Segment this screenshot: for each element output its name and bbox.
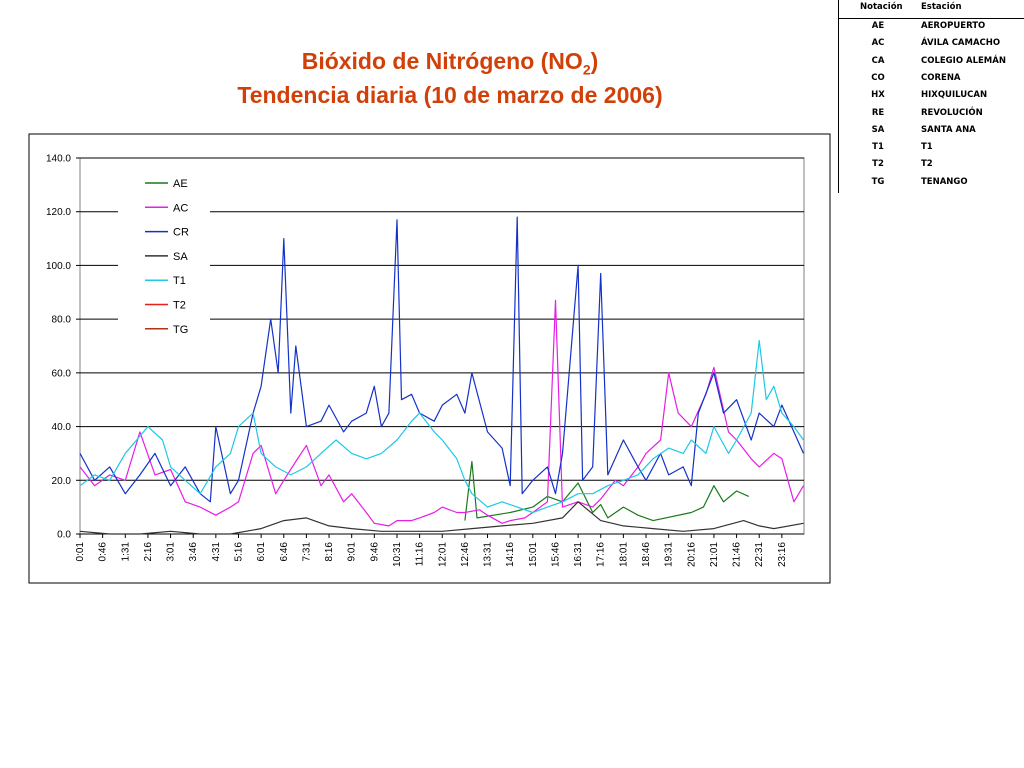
table-header-notation: Notación [860,2,903,12]
table-row: AC ÁVILA CAMACHO [838,38,1024,55]
series-line-sa [79,501,804,535]
x-tick-label: 10:31 [392,542,403,567]
station-name: AEROPUERTO [921,21,986,31]
x-tick-label: 3:01 [166,542,177,562]
y-tick-label: 140.0 [46,154,71,165]
station-code: T1 [872,142,884,153]
station-name: T2 [921,159,933,170]
x-tick-label: 17:16 [596,542,607,567]
station-code: SA [871,124,885,135]
x-tick-label: 15:46 [550,542,561,567]
legend-label-t2: T2 [173,300,186,312]
x-tick-label: 9:01 [347,542,358,562]
y-tick-label: 60.0 [52,368,72,379]
station-name: T1 [921,142,933,153]
x-tick-label: 0:46 [98,542,109,562]
station-name: TENANGO [921,176,968,187]
legend-box [118,172,210,343]
legend-label-cr: CR [173,227,189,239]
legend-label-sa: SA [173,251,188,263]
x-tick-label: 8:16 [324,542,335,562]
station-name: COLEGIO ALEMÁN [921,55,1006,66]
y-tick-label: 120.0 [46,207,71,218]
y-tick-label: 20.0 [52,476,72,487]
x-tick-label: 12:01 [437,542,448,567]
x-tick-label: 20:16 [686,542,697,567]
station-code: CA [871,55,885,66]
series-line-t1 [79,340,804,514]
station-name: HIXQUILUCAN [921,90,988,101]
table-row: AE AEROPUERTO [838,21,1024,38]
table-row: HX HIXQUILUCAN [838,90,1024,107]
x-tick-label: 19:31 [664,542,675,567]
series-line-ac [79,299,805,527]
table-row: T2 T2 [838,159,1024,176]
x-tick-label: 23:16 [777,542,788,567]
legend-label-tg: TG [173,324,188,336]
legend-label-t1: T1 [173,275,186,287]
station-code: RE [871,107,885,118]
station-code: HX [871,90,885,101]
legend-label-ac: AC [173,202,188,214]
y-tick-label: 80.0 [52,315,72,326]
y-tick-label: 100.0 [46,261,71,272]
table-row: RE REVOLUCIÓN [838,108,1024,125]
station-name: SANTA ANA [921,124,976,135]
x-tick-label: 16:31 [573,542,584,567]
x-tick-label: 4:31 [211,542,222,562]
x-tick-label: 6:46 [279,542,290,562]
x-tick-label: 7:31 [301,542,312,562]
station-code: TG [871,176,885,187]
x-tick-label: 6:01 [256,542,267,562]
y-tick-label: 0.0 [57,530,71,541]
x-tick-label: 21:01 [709,542,720,567]
station-code: AC [871,38,885,49]
x-tick-label: 9:46 [369,542,380,562]
y-tick-label: 40.0 [52,422,72,433]
x-tick-label: 13:31 [483,542,494,567]
x-tick-label: 5:16 [233,542,244,562]
table-header-station: Estación [921,2,962,12]
station-name: ÁVILA CAMACHO [921,38,1001,49]
chart-title-line2: Tendencia diaria (10 de marzo de 2006) [237,82,663,108]
x-tick-label: 15:01 [528,542,539,567]
x-tick-label: 11:16 [415,542,426,567]
station-name: REVOLUCIÓN [921,107,983,118]
x-tick-label: 2:16 [143,542,154,562]
table-header-rule [838,18,1024,19]
x-tick-label: 22:31 [754,542,765,567]
station-code: T2 [872,159,884,170]
chart-title-line1: Bióxido de Nitrógeno (NO2) [301,48,599,78]
station-name: CORENA [921,72,961,83]
table-row: SA SANTA ANA [838,125,1024,142]
station-code: CO [871,72,885,83]
x-tick-label: 0:01 [75,542,86,562]
station-code: AE [871,21,885,31]
series-line-cr [79,216,805,503]
legend-label-ae: AE [173,178,188,190]
table-row: T1 T1 [838,142,1024,159]
x-tick-label: 18:46 [641,542,652,567]
table-row: CA COLEGIO ALEMÁN [838,56,1024,73]
x-tick-label: 21:46 [732,542,743,567]
table-row: CO CORENA [838,73,1024,90]
x-tick-label: 14:16 [505,542,516,567]
x-tick-label: 12:46 [460,542,471,567]
table-row: TG TENANGO [838,177,1024,194]
x-tick-label: 3:46 [188,542,199,562]
x-tick-label: 1:31 [120,542,131,562]
series-line-ae [464,460,749,522]
table-border [838,0,839,193]
x-tick-label: 18:01 [618,542,629,567]
